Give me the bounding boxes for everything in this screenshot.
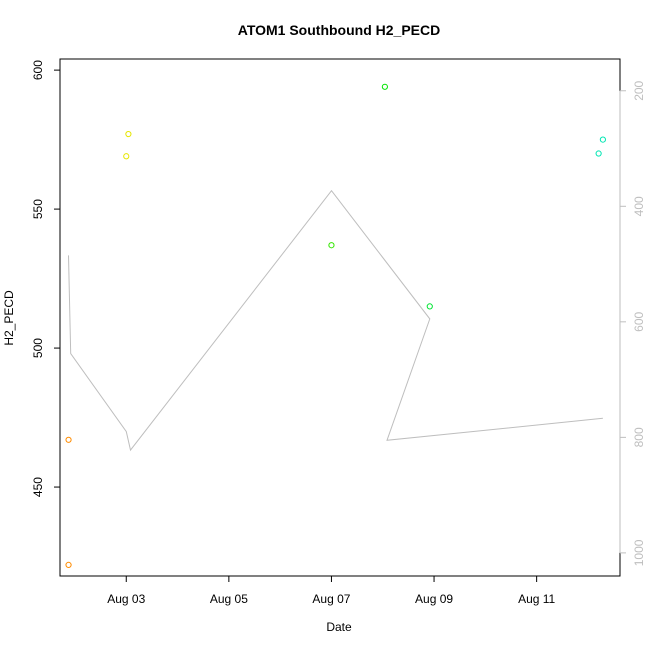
scatter-point (381, 83, 388, 90)
scatter-series (65, 83, 607, 568)
x-tick-label: Aug 05 (210, 592, 248, 606)
scatter-point (65, 561, 72, 568)
y2-tick-label: 600 (632, 312, 646, 332)
y-axis-right: 200 400 600 800 1000 (619, 80, 646, 566)
scatter-point (599, 136, 607, 143)
y2-tick-label: 200 (632, 80, 646, 100)
line-series-path (68, 189, 603, 452)
y2-tick-label: 800 (632, 427, 646, 447)
y-tick-label: 550 (31, 199, 45, 219)
x-axis: Aug 03 Aug 05 Aug 07 Aug 09 Aug 11 (107, 575, 556, 606)
scatter-point (426, 303, 433, 310)
scatter-point (595, 150, 602, 157)
x-tick-label: Aug 07 (312, 592, 350, 606)
x-axis-label: Date (326, 620, 352, 634)
y-axis-left: 450 500 550 600 (31, 60, 61, 497)
y-axis-label: H2_PECD (2, 290, 16, 346)
scatter-point (125, 130, 132, 138)
x-tick-label: Aug 09 (415, 592, 453, 606)
scatter-point (328, 242, 335, 249)
y2-tick-label: 400 (632, 196, 646, 216)
scatter-point (123, 153, 130, 160)
scatter-point (65, 436, 72, 443)
y-tick-label: 450 (31, 477, 45, 497)
x-tick-label: Aug 11 (518, 592, 555, 606)
plot-frame (59, 58, 621, 577)
line-series (68, 189, 603, 452)
y-tick-label: 500 (31, 338, 45, 358)
chart-title: ATOM1 Southbound H2_PECD (238, 22, 440, 38)
y2-tick-label: 1000 (632, 539, 646, 566)
y-tick-label: 600 (31, 60, 45, 80)
x-tick-label: Aug 03 (107, 592, 145, 606)
